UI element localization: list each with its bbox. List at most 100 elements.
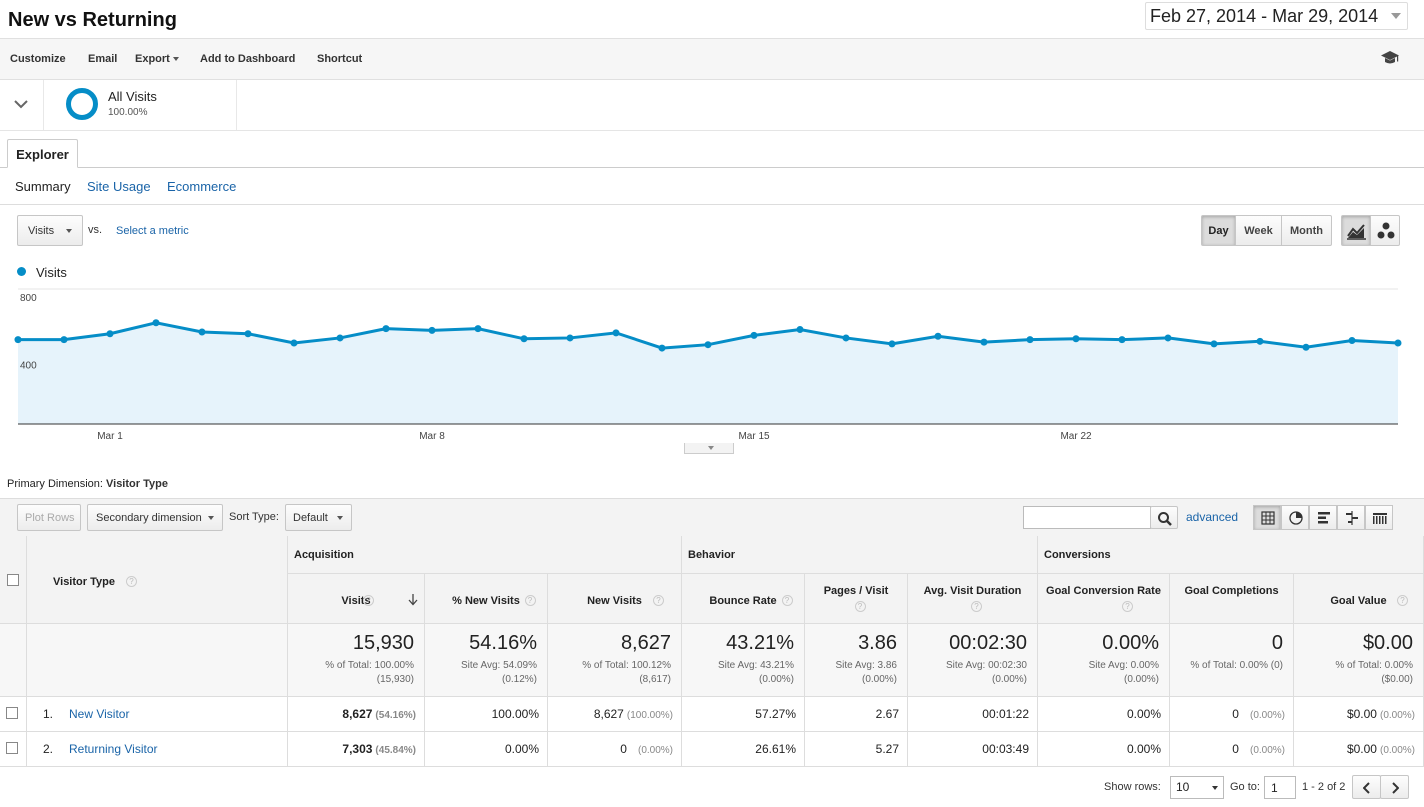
tab-explorer[interactable]: Explorer [7,139,78,168]
show-rows-select[interactable]: 10 [1170,776,1224,799]
plot-rows-button[interactable]: Plot Rows [17,504,81,531]
subtab-ecommerce[interactable]: Ecommerce [167,179,237,194]
column-header-label: Goal Completions [1184,585,1279,597]
goto-page-input[interactable]: 1 [1264,776,1296,799]
table-search-input[interactable] [1023,506,1151,529]
line-chart-icon [1347,224,1366,240]
column-header-goal-conversion-rate[interactable]: Goal Conversion Rate? [1038,574,1170,624]
cell-value: 0.00% [1126,742,1161,756]
caret-down-icon [66,229,72,233]
cell-value: 8,627 [342,707,373,721]
column-header-visits[interactable]: Visits? [288,574,425,624]
sort-type-select[interactable]: Default [285,504,352,531]
column-header-label: Goal Conversion Rate [1046,585,1161,597]
advanced-filter-link[interactable]: advanced [1186,510,1239,524]
cell-value: 00:03:49 [982,742,1029,756]
secondary-dimension-select[interactable]: Secondary dimension [87,504,223,531]
motion-chart-button[interactable] [1370,215,1400,246]
customize-button[interactable]: Customize [10,53,66,65]
help-icon[interactable]: ? [1397,595,1408,606]
help-icon[interactable]: ? [854,601,866,612]
group-conversions: Conversions [1038,536,1424,574]
column-header-new-visits[interactable]: % New Visits? [425,574,548,624]
help-icon[interactable]: ? [653,595,664,606]
email-button[interactable]: Email [88,53,118,65]
visits-data-point [612,329,620,337]
granularity-month-button[interactable]: Month [1281,215,1332,246]
help-icon[interactable]: ? [126,576,137,587]
sort-descending-icon[interactable] [408,594,418,606]
metric-select[interactable]: Visits [17,215,83,246]
dimension-header[interactable]: Visitor Type ? [27,536,288,624]
subtab-summary[interactable]: Summary [15,179,71,194]
show-rows-label: Show rows: [1104,781,1161,793]
row-checkbox[interactable] [6,742,18,754]
column-header-bounce-rate[interactable]: Bounce Rate? [682,574,805,624]
granularity-week-button[interactable]: Week [1235,215,1282,246]
shortcut-button[interactable]: Shortcut [317,53,363,65]
view-pivot-button[interactable] [1365,505,1393,530]
column-header-goal-completions[interactable]: Goal Completions? [1170,574,1294,624]
row-cell-pages-visit: 2.67 [805,697,908,732]
group-behavior-label: Behavior [688,549,736,561]
previous-page-button[interactable] [1352,775,1381,799]
segment-percent: 100.00% [108,107,148,118]
chevron-right-icon [1392,782,1399,794]
subtab-site-usage[interactable]: Site Usage [87,179,151,194]
primary-dimension-visitor-type[interactable]: Visitor Type [106,478,168,490]
select-metric-link[interactable]: Select a metric [116,225,189,237]
total-cell-new-visits: 54.16% Site Avg: 54.09% (0.12%) [425,624,548,697]
cell-percent: (45.84%) [375,745,416,756]
help-icon[interactable]: ? [524,595,536,606]
help-icon[interactable]: ? [1122,601,1133,612]
view-table-button[interactable] [1253,505,1281,530]
total-value: 0.00% [1102,632,1159,654]
row-cell-goal-conversion-rate: 0.00% [1038,732,1170,767]
column-header-pages-visit[interactable]: Pages / Visit? [805,574,908,624]
visits-data-point [566,334,574,342]
search-button[interactable] [1150,506,1178,529]
segment-all-visits[interactable]: All Visits 100.00% [44,80,237,130]
column-header-goal-value[interactable]: Goal Value? [1294,574,1424,624]
column-header-label: Goal Value [1330,595,1387,607]
export-button[interactable]: Export [135,53,179,65]
page-title: New vs Returning [8,9,177,31]
date-range-picker[interactable]: Feb 27, 2014 - Mar 29, 2014 [1145,2,1408,30]
visits-data-point [14,336,22,344]
granularity-day-button[interactable]: Day [1201,215,1236,246]
help-icon[interactable]: ? [971,601,982,612]
row-cell-pages-visit: 5.27 [805,732,908,767]
comparison-icon [1346,511,1358,525]
select-all-checkbox[interactable] [7,574,19,586]
graduation-cap-icon[interactable] [1380,50,1400,66]
visitor-type-link[interactable]: Returning Visitor [69,742,158,756]
cell-value: 5.27 [875,742,899,756]
row-checkbox[interactable] [6,707,18,719]
line-chart-button[interactable] [1341,215,1371,246]
visits-data-point [474,325,482,333]
visitor-type-link[interactable]: New Visitor [69,707,130,721]
row-checkbox-cell [0,697,27,732]
view-comparison-button[interactable] [1337,505,1365,530]
visits-data-point [888,340,896,348]
view-pie-button[interactable] [1281,505,1309,530]
pivot-icon [1373,513,1387,524]
legend-visits-label[interactable]: Visits [36,265,67,280]
column-header-avg-visit-duration[interactable]: Avg. Visit Duration? [908,574,1038,624]
next-page-button[interactable] [1380,775,1409,799]
help-icon[interactable]: ? [363,595,374,606]
visits-data-point [1072,335,1080,343]
total-comparison: % of Total: 100.12% [582,660,671,671]
bar-chart-icon [1318,512,1330,524]
visits-data-point [198,328,206,336]
visits-data-point [658,344,666,352]
help-icon[interactable]: ? [781,595,793,606]
chart-resize-handle[interactable] [684,443,734,454]
cell-value: $0.00 [1346,707,1377,721]
add-to-dashboard-button[interactable]: Add to Dashboard [200,53,296,65]
total-dimension-cell [27,624,288,697]
visits-data-point [1348,336,1356,344]
column-header-new-visits[interactable]: New Visits? [548,574,682,624]
segment-toggle[interactable] [0,80,44,130]
view-performance-button[interactable] [1309,505,1337,530]
